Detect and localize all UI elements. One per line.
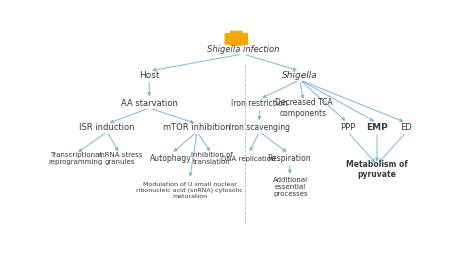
Text: PPP: PPP [340,123,356,132]
Text: Modulation of U small nuclear
ribonucleic acid (snRNA) cytosolic
maturation: Modulation of U small nuclear ribonuclei… [137,182,243,199]
Text: Autophagy: Autophagy [150,154,192,163]
FancyBboxPatch shape [225,33,231,45]
Text: DNA replication: DNA replication [221,156,276,162]
Text: Shigella infection: Shigella infection [207,45,279,54]
Text: EMP: EMP [366,123,388,132]
FancyBboxPatch shape [241,33,248,45]
Text: mRNA stress
granules: mRNA stress granules [98,152,142,165]
Text: ED: ED [401,123,412,132]
Text: Iron restriction: Iron restriction [231,99,288,108]
Text: Decreased TCA
components: Decreased TCA components [275,98,332,118]
FancyBboxPatch shape [230,31,237,46]
Text: Additional
essential
processes: Additional essential processes [273,177,308,197]
Text: Shigella: Shigella [282,71,318,81]
Text: Metabolism of
pyruvate: Metabolism of pyruvate [346,160,408,179]
Text: ISR induction: ISR induction [79,123,135,132]
Text: Host: Host [139,71,159,81]
Text: mTOR inhibition: mTOR inhibition [163,123,231,132]
Text: AA starvation: AA starvation [121,99,178,108]
Text: Respiration: Respiration [267,154,310,163]
FancyBboxPatch shape [236,31,243,46]
Text: Inhibition of
translation: Inhibition of translation [191,152,233,165]
Text: Transcriptional
reprogramming: Transcriptional reprogramming [49,152,103,165]
Text: Iron scavenging: Iron scavenging [229,123,290,132]
